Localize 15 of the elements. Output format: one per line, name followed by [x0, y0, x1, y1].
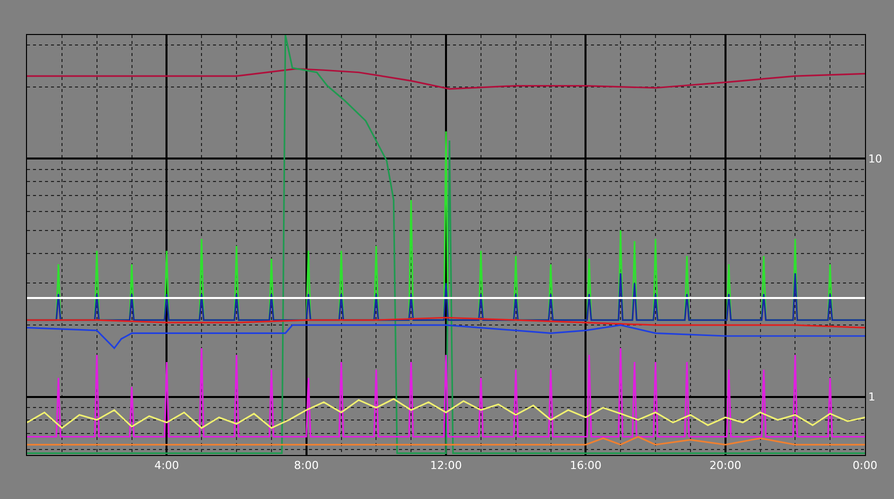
line-series — [27, 68, 865, 90]
line-series — [27, 316, 865, 329]
line-series — [27, 324, 865, 349]
line-series — [27, 398, 865, 429]
x-tick-label: 8:00 — [294, 459, 319, 472]
x-tick-label: 16:00 — [570, 459, 602, 472]
y-tick-label: 1 — [868, 390, 876, 404]
x-tick-label: 4:00 — [154, 459, 180, 472]
line-series — [27, 436, 865, 446]
x-tick-label: 20:00 — [709, 459, 742, 472]
x-tick-label: 0:00 — [852, 459, 878, 472]
line-series — [27, 35, 865, 454]
y-tick-label: 10 — [868, 152, 882, 166]
line-series — [27, 347, 865, 438]
x-tick-label: 12:00 — [430, 459, 462, 472]
